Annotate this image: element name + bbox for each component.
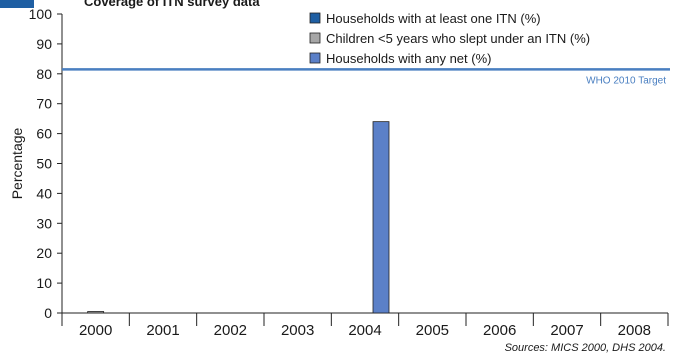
x-tick-label: 2002 (214, 322, 247, 339)
y-tick-label: 70 (36, 96, 52, 112)
x-tick-label: 2004 (348, 322, 381, 339)
x-tick-label: 2000 (79, 322, 112, 339)
y-tick-label: 50 (36, 156, 52, 172)
x-tick-label: 2003 (281, 322, 314, 339)
legend-swatch (309, 52, 321, 64)
y-tick-label: 20 (36, 245, 52, 261)
legend-label: Households with at least one ITN (%) (326, 11, 541, 26)
y-tick-label: 80 (36, 66, 52, 82)
x-tick-label: 2001 (146, 322, 179, 339)
y-tick-label: 60 (36, 126, 52, 142)
header-accent-bar (0, 0, 34, 8)
bar (372, 121, 390, 314)
y-tick-label: 0 (44, 305, 52, 321)
legend-label: Households with any net (%) (326, 51, 491, 66)
legend-label: Children <5 years who slept under an ITN… (326, 31, 590, 46)
y-tick-label: 40 (36, 185, 52, 201)
y-tick-label: 90 (36, 36, 52, 52)
x-tick-label: 2007 (550, 322, 583, 339)
y-axis-title: Percentage (9, 127, 25, 199)
bar (87, 311, 105, 314)
legend-swatch (309, 12, 321, 24)
source-note: Sources: MICS 2000, DHS 2004. (504, 342, 666, 354)
target-line-label: WHO 2010 Target (586, 75, 666, 86)
y-tick-label: 100 (29, 6, 53, 22)
chart-title: Coverage of ITN survey data (84, 0, 260, 9)
y-tick-label: 10 (36, 275, 52, 291)
y-tick-label: 30 (36, 215, 52, 231)
legend-swatch (309, 32, 321, 44)
x-tick-label: 2008 (618, 322, 651, 339)
x-tick-label: 2005 (416, 322, 449, 339)
x-tick-label: 2006 (483, 322, 516, 339)
